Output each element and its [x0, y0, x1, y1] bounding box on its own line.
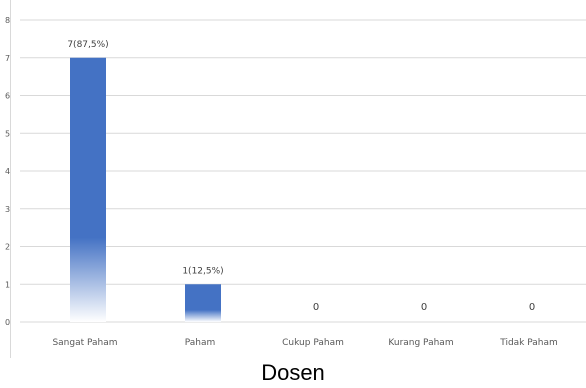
y-tick-label: 6 — [5, 92, 10, 101]
data-label: 7(87,5%) — [67, 40, 108, 50]
y-tick-label: 1 — [5, 280, 10, 289]
bar — [185, 284, 221, 322]
y-tick-label: 7 — [5, 54, 10, 63]
y-tick-label: 8 — [5, 16, 10, 25]
data-label: 0 — [421, 302, 427, 313]
x-tick-label: Cukup Paham — [282, 338, 344, 348]
data-label: 0 — [529, 302, 535, 313]
chart-caption: Dosen — [261, 360, 325, 385]
y-tick-label: 5 — [5, 129, 10, 138]
data-label: 0 — [313, 302, 319, 313]
data-labels: 7(87,5%) 1(12,5%) 0 0 0 — [67, 40, 535, 313]
y-tick-label: 3 — [5, 205, 10, 214]
x-tick-label: Tidak Paham — [499, 338, 558, 348]
gridlines — [20, 19, 586, 323]
y-tick-label: 4 — [5, 167, 10, 176]
y-tick-label: 2 — [5, 243, 10, 252]
x-axis-ticks: Sangat Paham Paham Cukup Paham Kurang Paham… — [52, 338, 557, 348]
bar — [70, 57, 106, 322]
x-tick-label: Paham — [185, 338, 216, 348]
y-axis-ticks: 0 1 2 3 4 5 6 7 8 — [5, 16, 10, 327]
bars — [70, 57, 221, 322]
x-tick-label: Sangat Paham — [52, 338, 117, 348]
y-tick-label: 0 — [5, 318, 10, 327]
bar-chart: 0 1 2 3 4 5 6 7 8 Sangat Paham Paham Cukup Paham Ku… — [5, 16, 586, 348]
x-tick-label: Kurang Paham — [388, 338, 453, 348]
data-label: 1(12,5%) — [182, 266, 223, 276]
